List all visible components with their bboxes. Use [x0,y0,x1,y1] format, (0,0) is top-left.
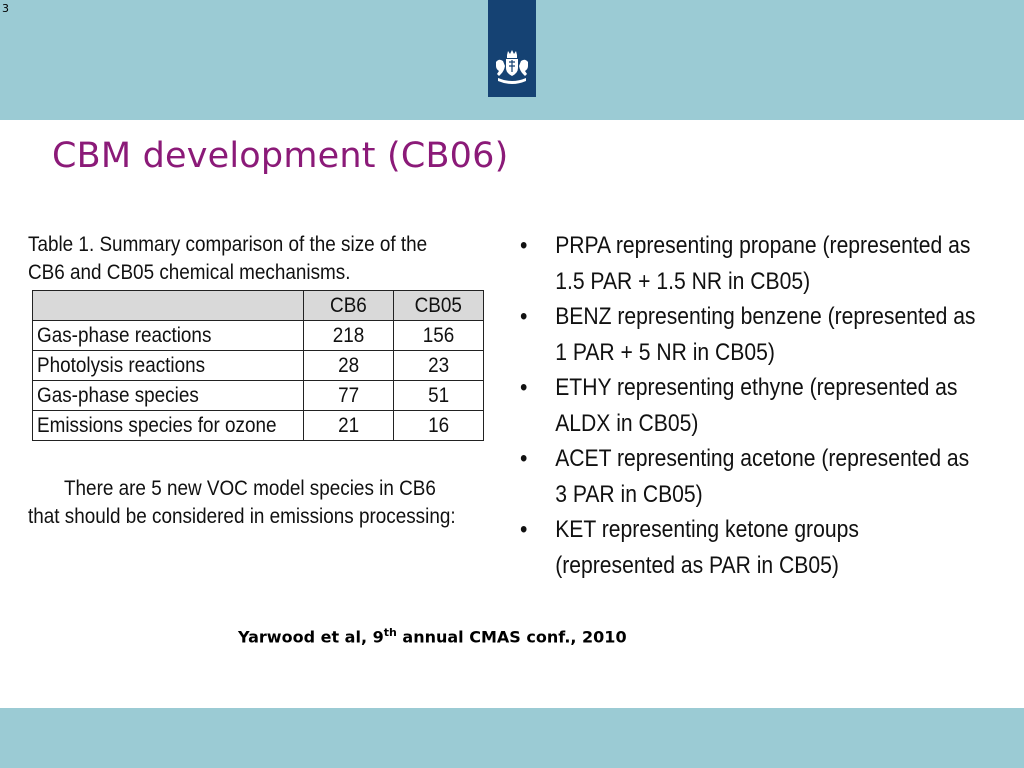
list-item: • PRPA representing propane (represented … [520,228,978,299]
table-row: Gas-phase species 77 51 [31,380,485,411]
header-cell-cb6: CB6 [303,290,395,321]
cb6-value: 28 [303,350,395,381]
bullet-icon: • [520,374,528,401]
cb05-value: 156 [393,320,485,351]
table-caption: Table 1. Summary comparison of the size … [28,233,428,284]
footer-band [0,708,1024,768]
cb05-value: 23 [393,350,485,381]
cb6-value: 21 [303,410,395,441]
cb05-value: 51 [393,380,485,411]
row-label: Gas-phase species [31,380,305,411]
table-header-row: CB6 CB05 [31,290,485,321]
mechanism-comparison-table: CB6 CB05 Gas-phase reactions 218 156 Pho… [31,290,485,441]
slide-title: CBM development (CB06) [52,136,509,176]
row-label: Gas-phase reactions [31,320,305,351]
table-row: Gas-phase reactions 218 156 [31,320,485,351]
citation-superscript: th [383,626,397,639]
bullet-text: PRPA representing propane (represented a… [555,232,971,295]
coat-of-arms-icon [496,50,528,84]
government-logo [488,0,536,97]
bullet-icon: • [520,303,528,330]
list-item: • ACET representing acetone (represented … [520,441,978,512]
bullet-text: KET representing ketone groups (represen… [555,516,859,579]
bullet-text: ACET representing acetone (represented a… [555,445,970,508]
citation: Yarwood et al, 9th annual CMAS conf., 20… [238,626,627,646]
cb6-value: 77 [303,380,395,411]
table-row: Emissions species for ozone 21 16 [31,410,485,441]
bullet-icon: • [520,516,528,543]
table-row: Photolysis reactions 28 23 [31,350,485,381]
row-label: Emissions species for ozone [31,410,305,441]
row-label: Photolysis reactions [31,350,305,381]
cb05-value: 16 [393,410,485,441]
slide-number: 3 [2,2,9,15]
citation-text-end: annual CMAS conf., 2010 [396,627,627,647]
bullet-text: ETHY representing ethyne (represented as… [555,374,958,437]
list-item: • ETHY representing ethyne (represented a… [520,370,978,441]
species-bullet-list: • PRPA representing propane (represented … [520,228,978,583]
new-species-note: There are 5 new VOC model species in CB6… [28,477,456,528]
list-item: • BENZ representing benzene (represented … [520,299,978,370]
header-cell-cb05: CB05 [393,290,485,321]
bullet-text: BENZ representing benzene (represented a… [555,303,976,366]
bullet-icon: • [520,445,528,472]
bullet-icon: • [520,232,528,259]
cb6-value: 218 [303,320,395,351]
citation-text: Yarwood et al, 9 [238,627,384,647]
list-item: • KET representing ketone groups (represe… [520,512,978,583]
header-cell-empty [31,290,305,321]
